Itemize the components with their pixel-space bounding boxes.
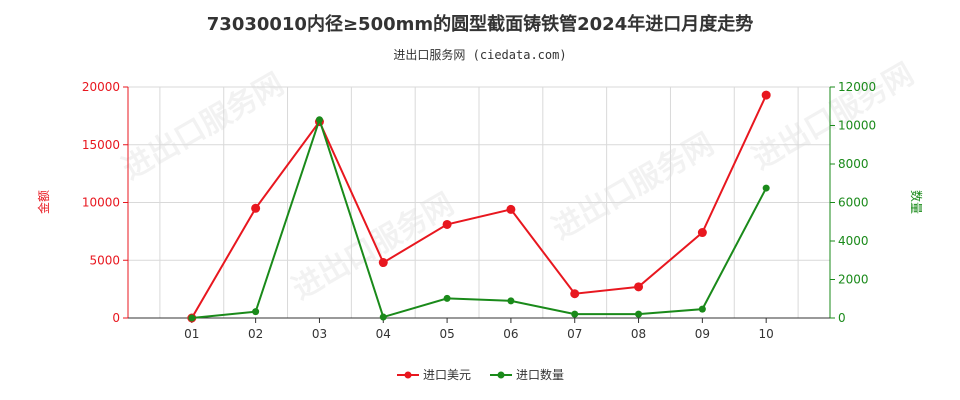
chart-subtitle: 进出口服务网 (ciedata.com) xyxy=(393,48,567,62)
right-tick-label: 6000 xyxy=(838,196,869,210)
data-point xyxy=(698,305,706,313)
x-tick-label: 06 xyxy=(503,327,518,341)
data-point xyxy=(761,90,771,100)
data-point xyxy=(315,116,323,124)
data-point xyxy=(506,204,516,214)
right-tick-label: 2000 xyxy=(838,273,869,287)
watermark-text: 进出口服务网 xyxy=(117,67,290,187)
series-lines xyxy=(187,90,771,323)
data-point xyxy=(378,258,388,268)
left-tick-label: 10000 xyxy=(82,196,120,210)
series-line-2 xyxy=(191,116,768,319)
watermark-text: 进出口服务网 xyxy=(747,57,920,177)
y-axis-title-right: 数量 xyxy=(909,190,924,214)
data-point xyxy=(379,313,387,321)
data-point xyxy=(188,314,196,322)
left-tick-label: 15000 xyxy=(82,138,120,152)
data-point xyxy=(443,294,451,302)
data-point xyxy=(762,184,770,192)
x-tick-label: 10 xyxy=(759,327,774,341)
left-tick-label: 5000 xyxy=(89,253,120,267)
right-tick-label: 12000 xyxy=(838,80,876,94)
x-tick-label: 07 xyxy=(567,327,582,341)
left-tick-label: 0 xyxy=(112,311,120,325)
data-point xyxy=(570,289,580,299)
x-tick-label: 09 xyxy=(695,327,710,341)
data-point xyxy=(442,219,452,229)
x-tick-label: 01 xyxy=(184,327,199,341)
data-point xyxy=(507,297,515,305)
x-tick-label: 02 xyxy=(248,327,263,341)
right-tick-label: 10000 xyxy=(838,119,876,133)
data-point xyxy=(251,203,261,213)
x-tick-label: 03 xyxy=(312,327,327,341)
x-tick-label: 04 xyxy=(376,327,391,341)
axes: 0500010000150002000002000400060008000100… xyxy=(36,80,924,341)
data-point xyxy=(252,308,260,316)
right-tick-label: 8000 xyxy=(838,157,869,171)
y-axis-title-left: 金额 xyxy=(36,190,51,214)
series-line-1 xyxy=(190,94,768,319)
x-tick-label: 05 xyxy=(439,327,454,341)
legend-label: 进口美元 xyxy=(423,368,471,382)
data-point xyxy=(571,310,579,318)
legend: 进口美元 进口数量 xyxy=(397,367,564,382)
legend-label: 进口数量 xyxy=(516,367,564,382)
chart-title: 73030010内径≥500mm的圆型截面铸铁管2024年进口月度走势 xyxy=(206,14,754,35)
legend-marker xyxy=(404,371,412,379)
data-point xyxy=(635,310,643,318)
right-tick-label: 4000 xyxy=(838,234,869,248)
legend-marker xyxy=(497,371,505,379)
left-tick-label: 20000 xyxy=(82,80,120,94)
x-tick-label: 08 xyxy=(631,327,646,341)
right-tick-label: 0 xyxy=(838,311,846,325)
data-point xyxy=(634,282,644,292)
data-point xyxy=(697,228,707,238)
